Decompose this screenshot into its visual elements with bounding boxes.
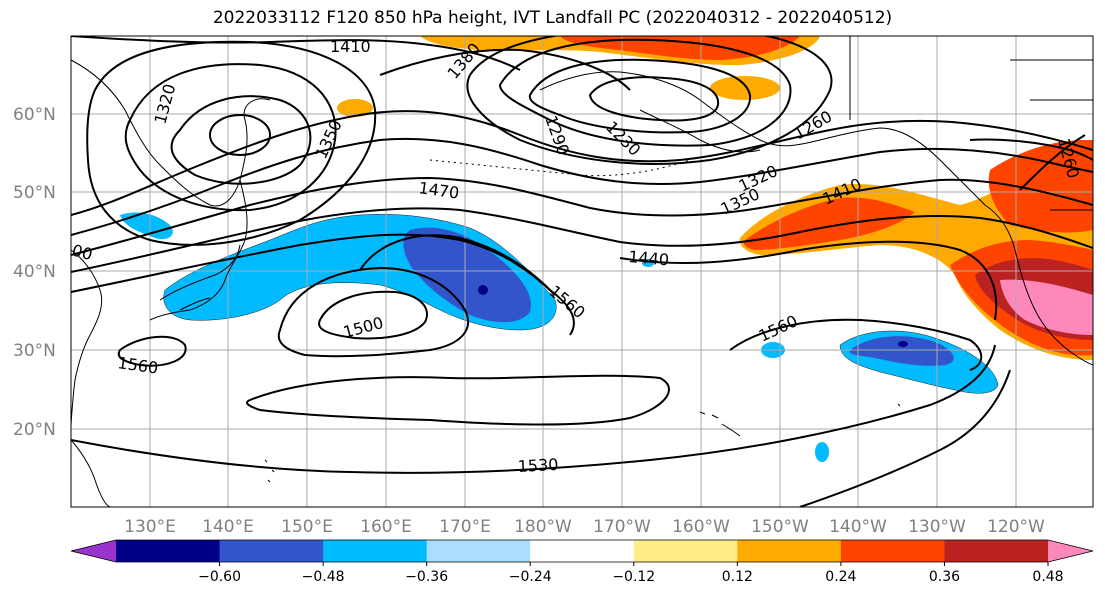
colorbar: −0.60 −0.48 −0.36 −0.24 −0.12 0.12 0.24 0.36 0.4…: [70, 539, 1094, 585]
colorbar-segment: [633, 540, 738, 562]
contour-label: 1410: [330, 37, 371, 56]
colorbar-segment: [737, 540, 842, 562]
contour-label: 1530: [517, 455, 559, 476]
colorbar-extend-min: [71, 540, 116, 562]
colorbar-tick-label: 0.48: [1032, 569, 1063, 585]
lon-label: 160°E: [360, 517, 412, 537]
colorbar-tick-label: 0.36: [929, 569, 960, 585]
colorbar-segment: [426, 540, 531, 562]
colorbar-segment: [116, 540, 221, 562]
colorbar-tick-label: 0.12: [722, 569, 753, 585]
lat-label: 40°N: [13, 262, 56, 282]
colorbar-tick-label: −0.36: [405, 569, 448, 585]
lon-label: 170°E: [439, 517, 491, 537]
lat-label: 30°N: [13, 341, 56, 361]
lon-label: 180°W: [514, 517, 572, 537]
colorbar-segment: [944, 540, 1049, 562]
colorbar-tick-label: −0.60: [198, 569, 241, 585]
colorbar-segment: [323, 540, 428, 562]
latitude-labels: 60°N 50°N 40°N 30°N 20°N: [13, 105, 56, 440]
colorbar-tick-label: −0.12: [612, 569, 655, 585]
graticule: [71, 36, 1093, 507]
map-frame: [70, 35, 1094, 508]
lon-label: 130°W: [908, 517, 966, 537]
lon-label: 150°E: [281, 517, 333, 537]
colorbar-tick-label: 0.24: [825, 569, 856, 585]
lon-label: 140°W: [829, 517, 887, 537]
colorbar-segment: [840, 540, 945, 562]
colorbar-tick-label: −0.48: [302, 569, 345, 585]
colorbar-extend-max: [1048, 540, 1093, 562]
lon-label: 170°W: [593, 517, 651, 537]
colorbar-segment: [219, 540, 324, 562]
lon-label: 150°W: [751, 517, 809, 537]
contour-label: 00: [70, 241, 95, 265]
longitude-labels: 130°E 140°E 150°E 160°E 170°E 180°W 170°…: [124, 517, 1045, 537]
lon-label: 120°W: [987, 517, 1045, 537]
map-title: 2022033112 F120 850 hPa height, IVT Land…: [212, 8, 893, 28]
lon-label: 160°W: [672, 517, 730, 537]
contour-label: 1440: [628, 247, 670, 269]
colorbar-segment: [530, 540, 635, 562]
colorbar-tick-label: −0.24: [509, 569, 552, 585]
lat-label: 60°N: [13, 105, 56, 125]
lat-label: 20°N: [13, 420, 56, 440]
lon-label: 140°E: [202, 517, 254, 537]
colorbar-outline: [70, 539, 1094, 563]
lon-label: 130°E: [124, 517, 176, 537]
height-contours: [71, 36, 1093, 507]
lat-label: 50°N: [13, 183, 56, 203]
